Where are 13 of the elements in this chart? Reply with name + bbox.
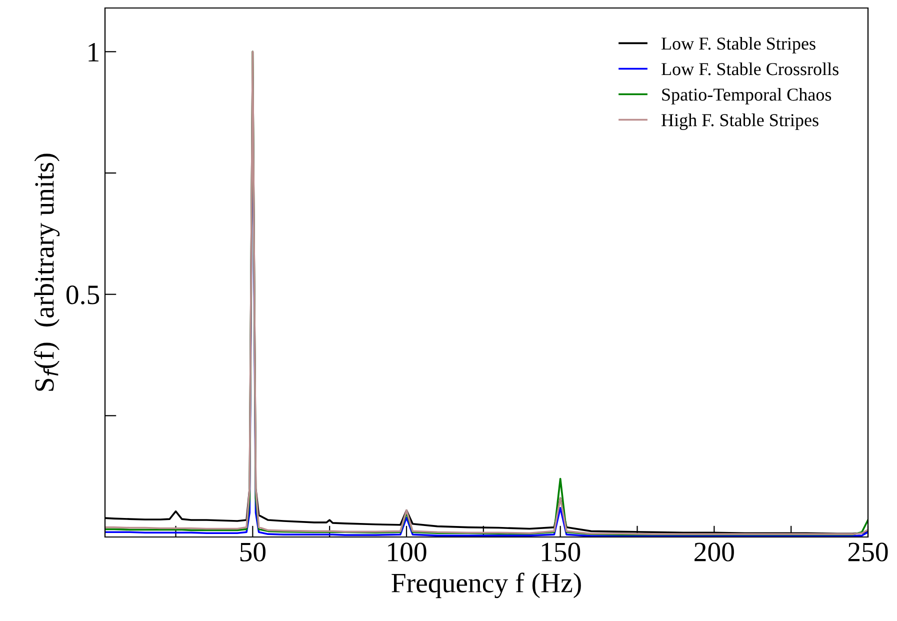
x-tick-label: 250 xyxy=(848,542,888,562)
x-axis-title: Frequency f (Hz) xyxy=(392,572,581,598)
y-tick-label: 0.5 xyxy=(66,286,100,304)
y-axis-title: S$_{f}$(f) (arbitrary units) xyxy=(34,154,60,391)
legend-label: High F. Stable Stripes xyxy=(662,114,818,130)
legend-label: Low F. Stable Stripes xyxy=(662,37,816,54)
x-tick-label: 150 xyxy=(542,542,580,562)
x-tick-label: 50 xyxy=(240,542,266,562)
legend-label: Low F. Stable Crossrolls xyxy=(662,62,838,76)
x-tick-label: 200 xyxy=(694,542,734,562)
y-tick-label: 1 xyxy=(88,42,98,62)
legend-label: Spatio-Temporal Chaos xyxy=(662,88,832,104)
x-tick-label: 100 xyxy=(388,542,426,562)
